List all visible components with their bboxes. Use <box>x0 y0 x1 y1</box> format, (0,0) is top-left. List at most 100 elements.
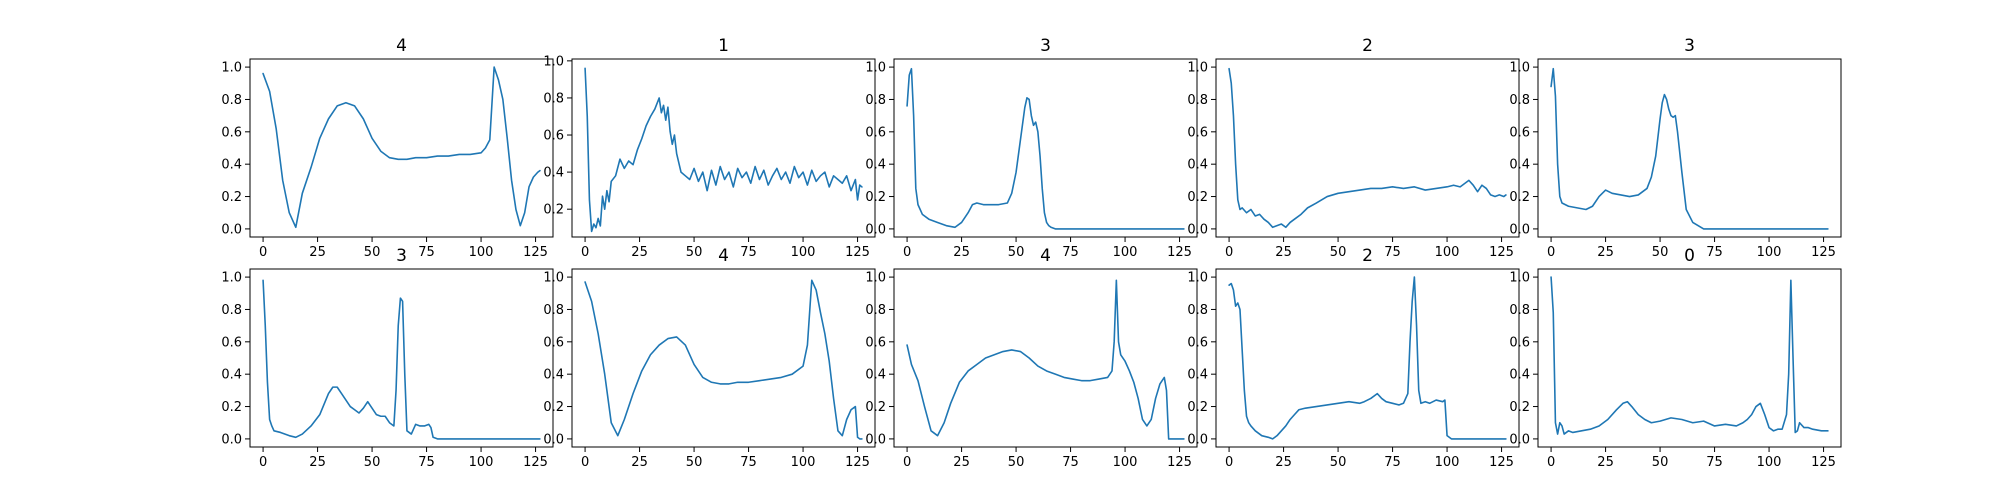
y-tick-label: 0.2 <box>221 190 242 205</box>
y-tick-label: 0.4 <box>865 158 886 173</box>
subplot-title: 1 <box>718 36 729 56</box>
x-tick-label: 125 <box>1167 245 1192 260</box>
y-tick-label: 1.0 <box>1509 271 1530 286</box>
y-tick-label: 1.0 <box>1187 271 1208 286</box>
series-line <box>1550 276 1829 435</box>
y-tick-label: 1.0 <box>543 54 564 69</box>
subplot-7: 4 0 25 50 75 100 125 0.0 0.2 0.4 0.6 0.8 1.0 <box>543 246 876 470</box>
y-tick-label: 0.8 <box>221 93 242 108</box>
x-tick-label: 125 <box>845 455 870 470</box>
y-tick-label: 1.0 <box>221 61 242 76</box>
x-tick-label: 75 <box>1706 455 1723 470</box>
y-tick-label: 0.6 <box>1187 335 1208 350</box>
y-tick-label: 0.0 <box>543 432 564 447</box>
x-tick-label: 50 <box>686 245 703 260</box>
x-tick-label: 0 <box>903 245 911 260</box>
subplot-title: 3 <box>1684 36 1695 56</box>
x-tick-label: 0 <box>581 245 589 260</box>
y-tick-label: 0.2 <box>1187 400 1208 415</box>
y-tick-label: 0.4 <box>543 166 564 181</box>
y-tick-label: 1.0 <box>1187 61 1208 76</box>
axes-frame <box>893 58 1198 238</box>
x-tick-label: 50 <box>1652 455 1669 470</box>
x-tick-label: 50 <box>1008 455 1025 470</box>
y-tick-label: 0.2 <box>1509 190 1530 205</box>
axes-frame <box>249 268 554 448</box>
y-tick-label: 0.8 <box>543 91 564 106</box>
y-tick-label: 0.0 <box>1509 432 1530 447</box>
subplot-title: 4 <box>1040 246 1051 266</box>
series-line <box>1550 67 1829 230</box>
y-tick-label: 0.6 <box>865 335 886 350</box>
series-line <box>262 279 541 440</box>
x-tick-label: 125 <box>1489 245 1514 260</box>
x-tick-label: 75 <box>1384 245 1401 260</box>
y-tick-label: 0.4 <box>1187 158 1208 173</box>
x-tick-label: 50 <box>686 455 703 470</box>
x-tick-label: 25 <box>1275 455 1292 470</box>
y-tick-label: 0.8 <box>1187 93 1208 108</box>
y-tick-label: 0.0 <box>1509 222 1530 237</box>
axes-frame <box>1215 58 1520 238</box>
x-tick-label: 100 <box>469 245 494 260</box>
x-tick-label: 125 <box>845 245 870 260</box>
y-tick-label: 0.2 <box>865 400 886 415</box>
y-tick-label: 0.4 <box>1509 158 1530 173</box>
y-tick-label: 0.8 <box>221 303 242 318</box>
x-tick-label: 75 <box>1062 455 1079 470</box>
x-tick-label: 25 <box>953 455 970 470</box>
x-tick-label: 75 <box>1062 245 1079 260</box>
y-tick-label: 1.0 <box>1509 61 1530 76</box>
x-tick-label: 25 <box>309 455 326 470</box>
x-tick-label: 50 <box>1008 245 1025 260</box>
axes-frame <box>1537 58 1842 238</box>
subplot-title: 0 <box>1684 246 1695 266</box>
subplot-8: 4 0 25 50 75 100 125 0.0 0.2 0.4 0.6 0.8 1.0 <box>865 246 1198 470</box>
x-tick-label: 125 <box>1167 455 1192 470</box>
y-tick-label: 0.4 <box>1509 368 1530 383</box>
y-tick-label: 0.0 <box>221 222 242 237</box>
x-tick-label: 50 <box>364 245 381 260</box>
x-tick-label: 50 <box>1652 245 1669 260</box>
axes-frame <box>893 268 1198 448</box>
x-tick-label: 0 <box>903 455 911 470</box>
subplot-title: 4 <box>396 36 407 56</box>
series-line <box>906 67 1185 230</box>
x-tick-label: 0 <box>1225 245 1233 260</box>
subplot-1: 4 0 25 50 75 100 125 0.0 0.2 0.4 0.6 0.8 1.0 <box>221 36 554 260</box>
x-tick-label: 100 <box>1113 245 1138 260</box>
subplot-title: 3 <box>1040 36 1051 56</box>
x-tick-label: 25 <box>631 245 648 260</box>
series-line <box>906 279 1185 440</box>
x-tick-label: 100 <box>1113 455 1138 470</box>
axes-frame <box>571 268 876 448</box>
x-tick-label: 25 <box>309 245 326 260</box>
y-tick-label: 1.0 <box>543 271 564 286</box>
x-tick-label: 100 <box>791 245 816 260</box>
series-line <box>584 279 863 440</box>
x-tick-label: 75 <box>418 245 435 260</box>
x-tick-label: 25 <box>1597 245 1614 260</box>
subplot-title: 4 <box>718 246 729 266</box>
y-tick-label: 0.8 <box>543 303 564 318</box>
x-tick-label: 125 <box>1489 455 1514 470</box>
y-tick-label: 0.8 <box>1509 303 1530 318</box>
subplot-title: 3 <box>396 246 407 266</box>
subplot-6: 3 0 25 50 75 100 125 0.0 0.2 0.4 0.6 0.8 1.0 <box>221 246 554 470</box>
x-tick-label: 50 <box>364 455 381 470</box>
x-tick-label: 25 <box>631 455 648 470</box>
y-tick-label: 0.4 <box>221 158 242 173</box>
y-tick-label: 0.6 <box>543 129 564 144</box>
y-tick-label: 0.6 <box>221 125 242 140</box>
x-tick-label: 75 <box>1384 455 1401 470</box>
subplot-10: 0 0 25 50 75 100 125 0.0 0.2 0.4 0.6 0.8 1.0 <box>1509 246 1842 470</box>
series-line <box>1228 67 1507 229</box>
x-tick-label: 0 <box>259 245 267 260</box>
y-tick-label: 1.0 <box>221 271 242 286</box>
subplot-9: 2 0 25 50 75 100 125 0.0 0.2 0.4 0.6 0.8 1.0 <box>1187 246 1520 470</box>
x-tick-label: 0 <box>1547 455 1555 470</box>
x-tick-label: 100 <box>1435 455 1460 470</box>
x-tick-label: 25 <box>1275 245 1292 260</box>
y-tick-label: 0.6 <box>543 335 564 350</box>
